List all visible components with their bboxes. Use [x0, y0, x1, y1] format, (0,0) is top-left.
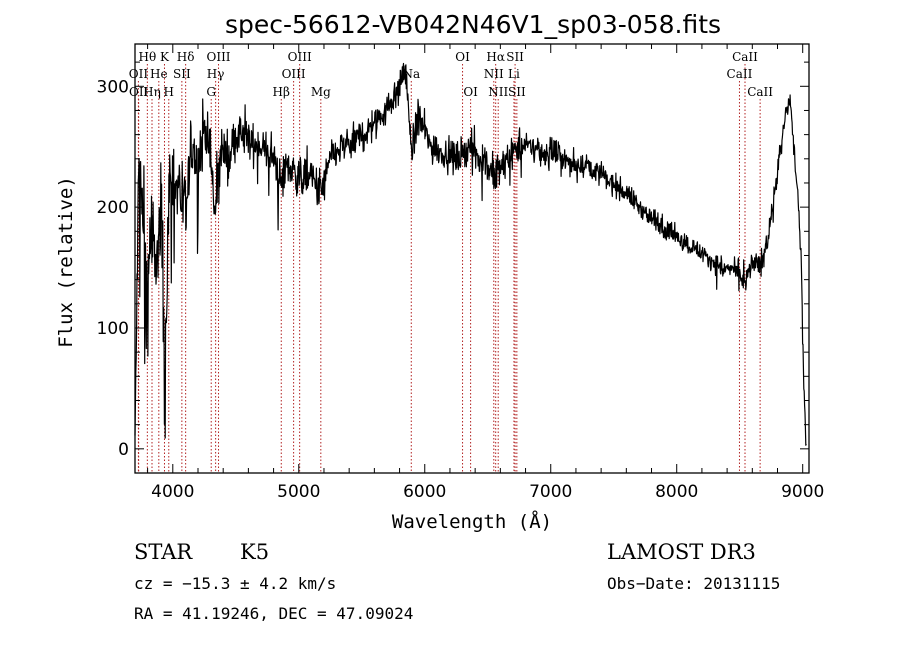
line-label-15: NII — [484, 67, 504, 81]
x-tick-label: 4000 — [151, 482, 194, 502]
object-class: STAR — [134, 540, 193, 564]
x-axis-label: Wavelength (Å) — [392, 510, 552, 533]
spectrum-trace — [134, 62, 807, 446]
y-tick-label: 0 — [118, 440, 129, 460]
line-label-1: K — [160, 50, 170, 64]
line-label-9: OII — [129, 67, 149, 81]
line-label-5: OI — [455, 50, 470, 64]
line-label-24: OI — [463, 85, 478, 99]
line-label-20: H — [164, 85, 174, 99]
x-tick-label: 5000 — [277, 482, 320, 502]
line-label-22: Hβ — [273, 85, 290, 99]
x-axis-ticks: 4000 5000 6000 7000 8000 9000 — [147, 44, 824, 502]
object-subclass: K5 — [240, 540, 269, 564]
obs-date: Obs−Date: 20131115 — [607, 574, 780, 593]
line-label-18: OII — [129, 85, 149, 99]
x-tick-label: 6000 — [403, 482, 446, 502]
line-label-13: OIII — [282, 67, 306, 81]
line-label-17: CaII — [727, 67, 753, 81]
line-label-16: Li — [508, 67, 520, 81]
line-label-25: NII — [488, 85, 508, 99]
line-label-12: Hγ — [207, 67, 225, 81]
line-label-19: Hη — [143, 85, 161, 99]
y-axis-ticks: 0 100 200 300 — [97, 61, 809, 460]
line-label-27: CaII — [747, 85, 773, 99]
x-tick-label: 7000 — [529, 482, 572, 502]
line-label-6: Hα — [486, 50, 505, 64]
y-tick-label: 200 — [97, 198, 129, 218]
line-label-8: CaII — [732, 50, 758, 64]
plot-frame — [134, 43, 810, 474]
line-label-3: OIII — [206, 50, 230, 64]
redshift-readout: cz = −15.3 ± 4.2 km/s — [134, 574, 336, 593]
y-axis-label: Flux (relative) — [55, 176, 77, 348]
x-tick-label: 8000 — [655, 482, 698, 502]
coordinates: RA = 41.19246, DEC = 47.09024 — [134, 604, 413, 623]
y-tick-label: 100 — [97, 319, 129, 339]
survey-name: LAMOST DR3 — [607, 540, 756, 564]
line-label-4: OIII — [288, 50, 312, 64]
line-label-10: He — [150, 67, 168, 81]
spectral-line-markers — [137, 64, 761, 473]
x-tick-label: 9000 — [781, 482, 824, 502]
line-label-23: Mg — [311, 85, 331, 99]
line-label-21: G — [206, 85, 216, 99]
line-label-2: Hδ — [177, 50, 195, 64]
y-tick-label: 300 — [97, 77, 129, 97]
line-label-26: SII — [508, 85, 526, 99]
line-label-0: Hθ — [138, 50, 156, 64]
line-label-11: SII — [173, 67, 191, 81]
line-label-7: SII — [506, 50, 524, 64]
chart-title: spec-56612-VB042N46V1_sp03-058.fits — [225, 10, 721, 39]
